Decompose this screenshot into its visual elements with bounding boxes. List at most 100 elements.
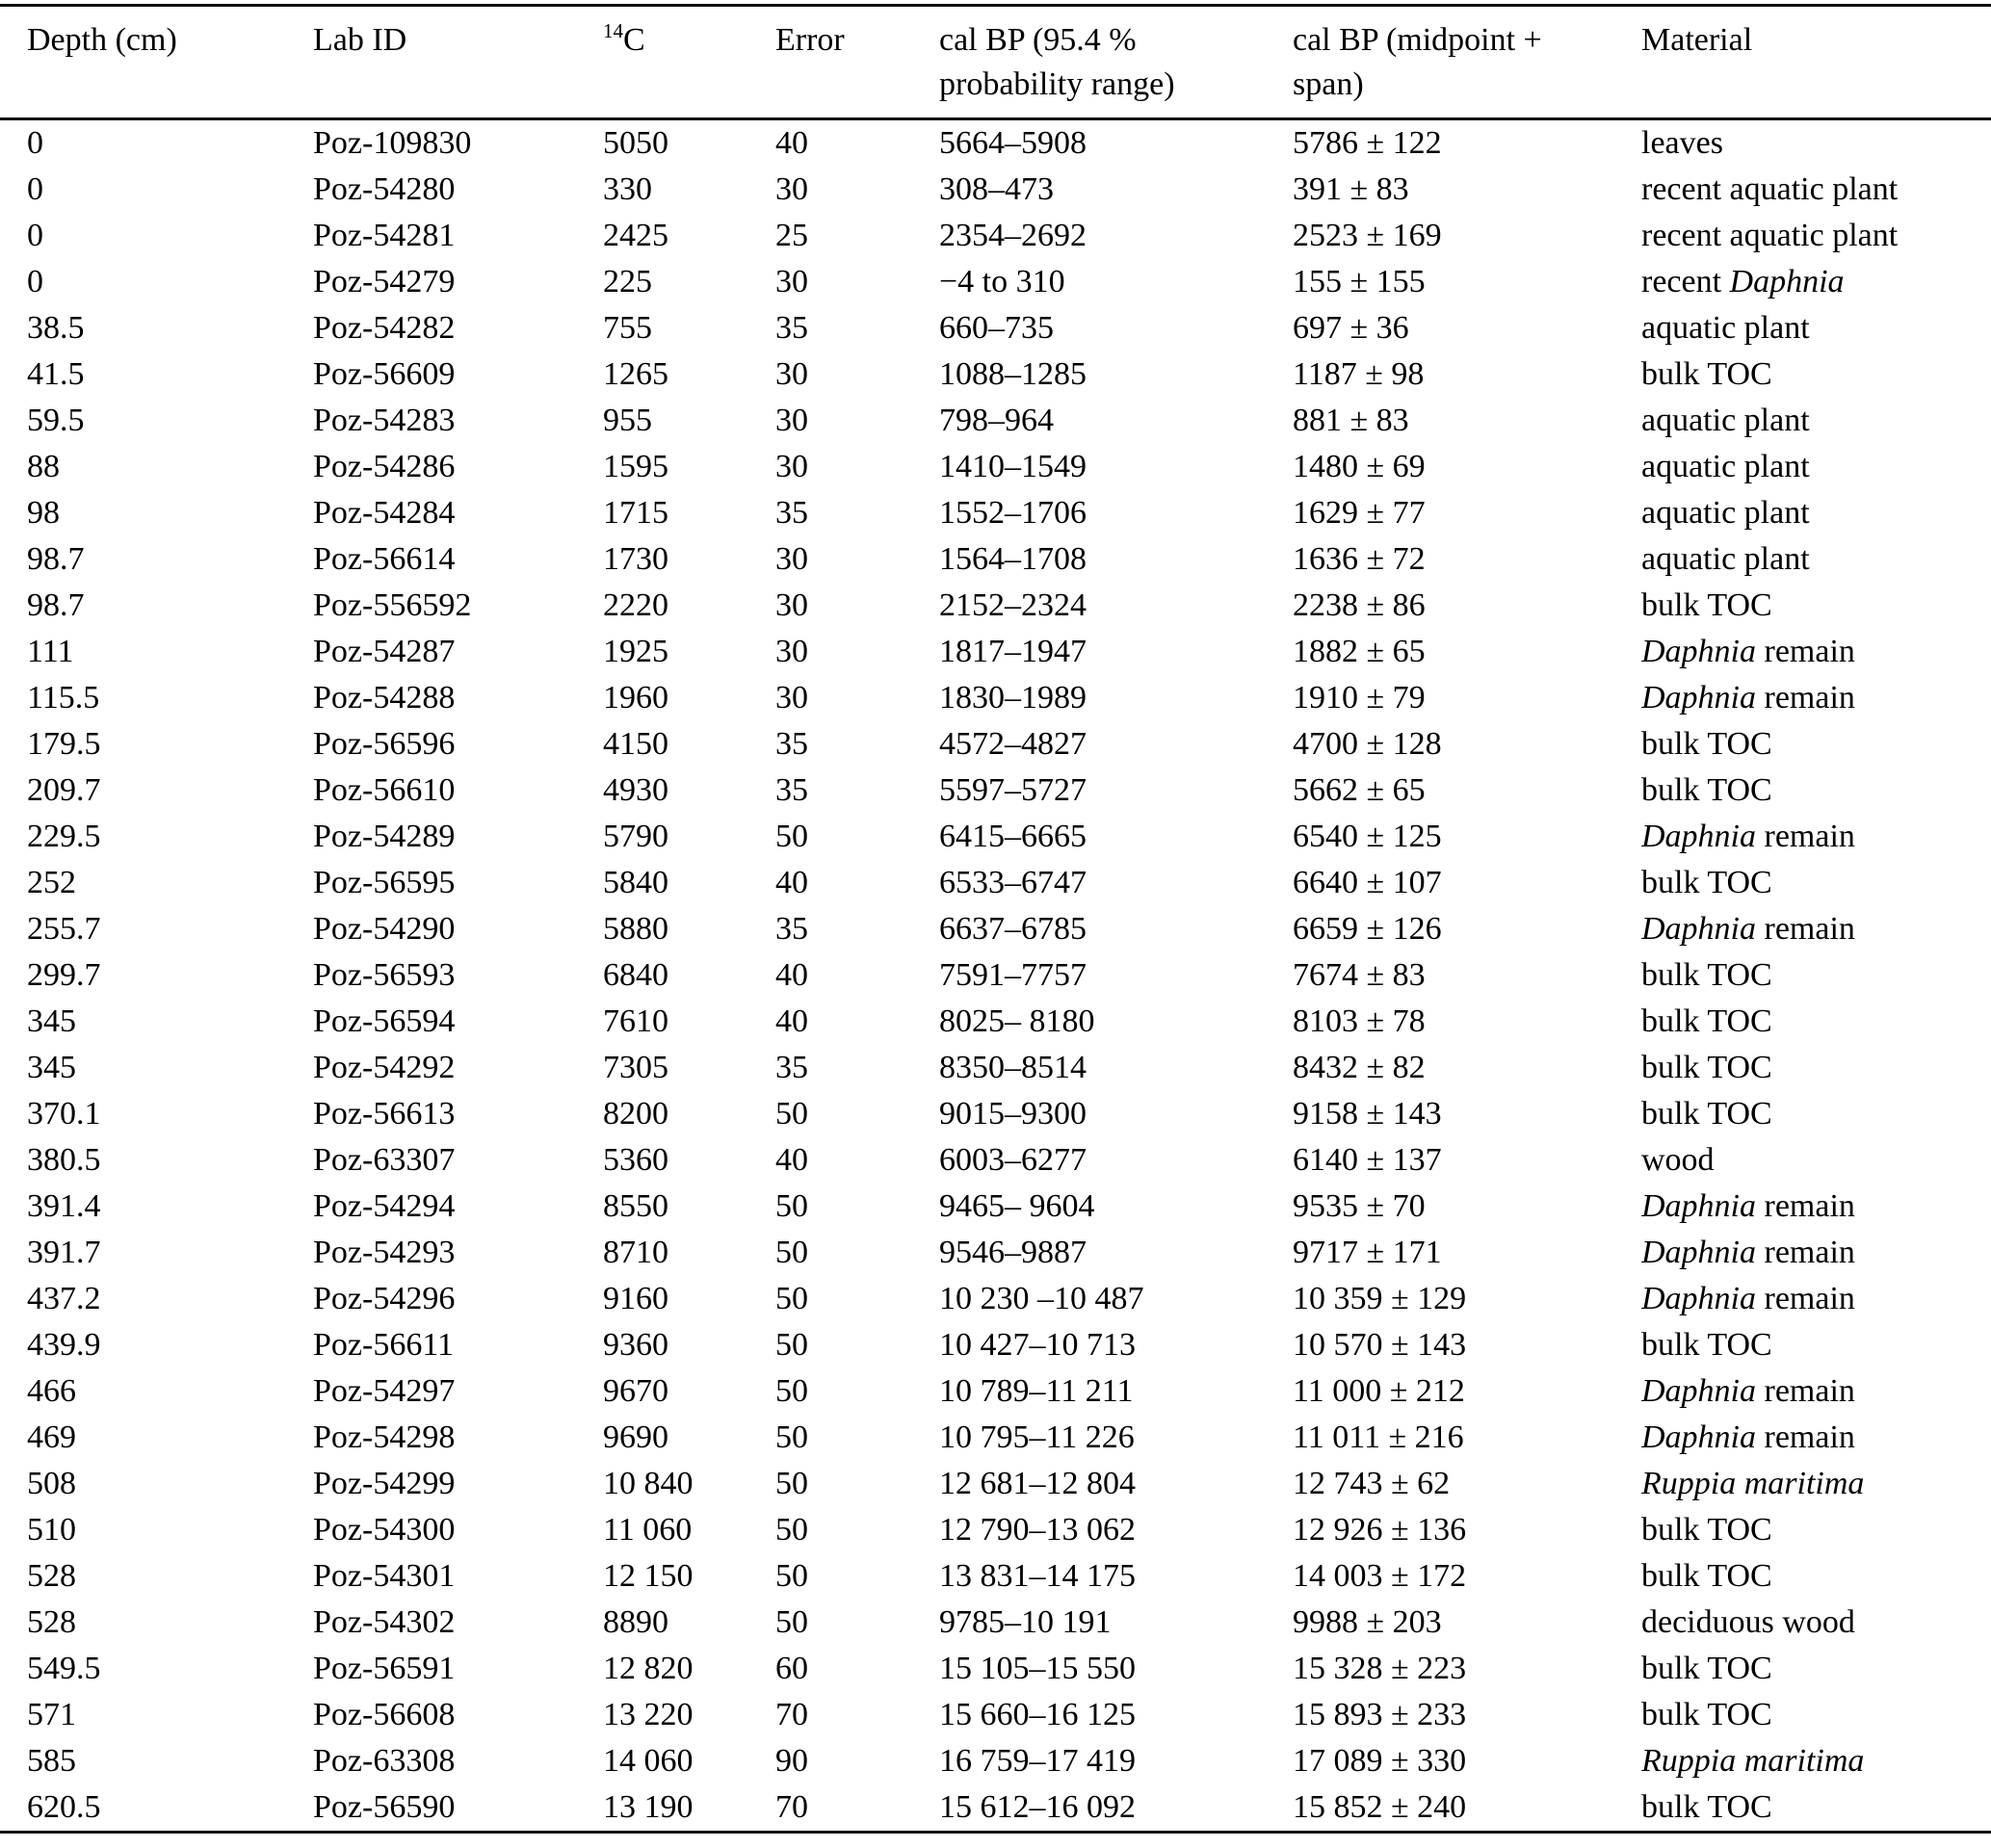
cell-lab-id: Poz-56609	[313, 356, 456, 392]
cell-depth: 179.5	[27, 726, 101, 762]
table-row: 0 Poz-54281 2425 25 2354–2692 2523 ± 169 recen…	[0, 213, 1991, 259]
table-row: 179.5 Poz-56596 4150 35 4572–4827 4700 ± 128 b…	[0, 721, 1991, 768]
cell-material: wood	[1641, 1142, 1715, 1178]
cell-cal-bp-midpoint: 1910 ± 79	[1293, 680, 1426, 716]
cell-error: 90	[775, 1743, 808, 1779]
cell-cal-bp-midpoint: 2523 ± 169	[1293, 218, 1442, 253]
cell-cal-bp-midpoint: 12 926 ± 136	[1293, 1512, 1467, 1548]
cell-cal-bp-midpoint: 5786 ± 122	[1293, 125, 1442, 161]
cell-error: 40	[775, 957, 808, 993]
table-row: 98.7 Poz-56614 1730 30 1564–1708 1636 ± 72 aqu…	[0, 536, 1991, 583]
cell-material: Daphnia remain	[1641, 1188, 1855, 1224]
table-row: 549.5 Poz-56591 12 820 60 15 105–15 550 15 32…	[0, 1646, 1991, 1692]
cell-lab-id: Poz-54284	[313, 495, 456, 531]
table-row: 59.5 Poz-54283 955 30 798–964 881 ± 83 aquatic…	[0, 398, 1991, 444]
cell-material: Daphnia remain	[1641, 911, 1855, 947]
cell-cal-bp-midpoint: 391 ± 83	[1293, 171, 1409, 207]
cell-cal-bp-midpoint: 697 ± 36	[1293, 310, 1409, 346]
cell-c14: 330	[603, 171, 652, 207]
cell-c14: 9670	[603, 1373, 668, 1409]
cell-c14: 13 190	[603, 1789, 694, 1825]
cell-error: 30	[775, 403, 808, 438]
cell-lab-id: Poz-63307	[313, 1142, 456, 1178]
table-row: 620.5 Poz-56590 13 190 70 15 612–16 092 15 85…	[0, 1784, 1991, 1833]
cell-material: aquatic plant	[1641, 495, 1810, 531]
cell-cal-bp-range: 5597–5727	[939, 772, 1087, 808]
c14-label: C	[623, 22, 645, 58]
cell-cal-bp-range: 1830–1989	[939, 680, 1087, 716]
cell-cal-bp-midpoint: 1480 ± 69	[1293, 449, 1426, 484]
cell-depth: 345	[27, 1003, 76, 1039]
table-body: 0 Poz-109830 5050 40 5664–5908 5786 ± 122 leav…	[0, 119, 1991, 1833]
cell-lab-id: Poz-56608	[313, 1697, 456, 1732]
cell-lab-id: Poz-56593	[313, 957, 456, 993]
cell-depth: 391.7	[27, 1235, 101, 1270]
cell-c14: 225	[603, 264, 652, 299]
cell-lab-id: Poz-54287	[313, 634, 456, 669]
cell-depth: 88	[27, 449, 60, 484]
cell-material: aquatic plant	[1641, 403, 1810, 438]
table-row: 437.2 Poz-54296 9160 50 10 230 –10 487 10 359…	[0, 1276, 1991, 1322]
table-row: 98.7 Poz-556592 2220 30 2152–2324 2238 ± 86 bu…	[0, 583, 1991, 629]
cell-depth: 571	[27, 1697, 76, 1732]
cell-depth: 510	[27, 1512, 76, 1548]
cell-depth: 209.7	[27, 772, 101, 808]
cell-c14: 5880	[603, 911, 668, 947]
cell-material: leaves	[1641, 125, 1723, 161]
cell-depth: 299.7	[27, 957, 101, 993]
cell-error: 60	[775, 1651, 808, 1686]
cell-material: bulk TOC	[1641, 587, 1772, 623]
cell-cal-bp-range: 10 427–10 713	[939, 1327, 1136, 1363]
cell-lab-id: Poz-54302	[313, 1604, 456, 1640]
cell-cal-bp-range: 9546–9887	[939, 1235, 1087, 1270]
header-row: Depth (cm) Lab ID 14C Error cal BP (95.4…	[0, 5, 1991, 120]
cell-material: aquatic plant	[1641, 541, 1810, 577]
cell-cal-bp-range: 2354–2692	[939, 218, 1087, 253]
cell-depth: 0	[27, 125, 43, 161]
cell-c14: 7305	[603, 1050, 668, 1085]
cell-c14: 9690	[603, 1419, 668, 1455]
cell-cal-bp-range: 10 230 –10 487	[939, 1281, 1144, 1316]
cell-lab-id: Poz-56596	[313, 726, 456, 762]
cell-depth: 0	[27, 171, 43, 207]
cell-material: bulk TOC	[1641, 1050, 1772, 1085]
cell-cal-bp-midpoint: 11 000 ± 212	[1293, 1373, 1465, 1409]
table-row: 0 Poz-109830 5050 40 5664–5908 5786 ± 122 leav…	[0, 119, 1991, 168]
cell-error: 35	[775, 1050, 808, 1085]
cell-cal-bp-midpoint: 1882 ± 65	[1293, 634, 1426, 669]
cell-error: 40	[775, 865, 808, 900]
cell-lab-id: Poz-54297	[313, 1373, 456, 1409]
cell-cal-bp-range: 6415–6665	[939, 819, 1087, 854]
cell-c14: 1595	[603, 449, 668, 484]
cell-cal-bp-range: 16 759–17 419	[939, 1743, 1136, 1779]
cell-depth: 528	[27, 1558, 76, 1594]
cell-error: 50	[775, 819, 808, 854]
cell-c14: 9160	[603, 1281, 668, 1316]
cell-c14: 14 060	[603, 1743, 694, 1779]
cell-material: Daphnia remain	[1641, 1373, 1855, 1409]
cell-cal-bp-midpoint: 9717 ± 171	[1293, 1235, 1442, 1270]
table-row: 209.7 Poz-56610 4930 35 5597–5727 5662 ± 65 bu…	[0, 768, 1991, 814]
cell-cal-bp-midpoint: 12 743 ± 62	[1293, 1466, 1451, 1501]
cell-cal-bp-midpoint: 1636 ± 72	[1293, 541, 1426, 577]
table-row: 345 Poz-56594 7610 40 8025– 8180 8103 ± 78 bul…	[0, 999, 1991, 1045]
cell-error: 40	[775, 1003, 808, 1039]
cell-cal-bp-range: 1552–1706	[939, 495, 1087, 531]
cell-depth: 111	[27, 634, 74, 669]
cell-error: 35	[775, 911, 808, 947]
col-header-material: Material	[1641, 5, 1991, 120]
cell-cal-bp-range: 15 660–16 125	[939, 1697, 1136, 1732]
cell-c14: 4930	[603, 772, 668, 808]
cell-error: 50	[775, 1466, 808, 1501]
cell-cal-bp-range: 6533–6747	[939, 865, 1087, 900]
cell-material: Daphnia remain	[1641, 819, 1855, 854]
cell-material: bulk TOC	[1641, 356, 1772, 392]
table-row: 345 Poz-54292 7305 35 8350–8514 8432 ± 82 bulk…	[0, 1045, 1991, 1091]
cell-depth: 549.5	[27, 1651, 101, 1686]
cell-error: 30	[775, 541, 808, 577]
cell-cal-bp-midpoint: 15 328 ± 223	[1293, 1651, 1467, 1686]
cell-error: 50	[775, 1188, 808, 1224]
cell-error: 30	[775, 356, 808, 392]
cell-c14: 5840	[603, 865, 668, 900]
cell-material: Ruppia maritima	[1641, 1743, 1865, 1779]
